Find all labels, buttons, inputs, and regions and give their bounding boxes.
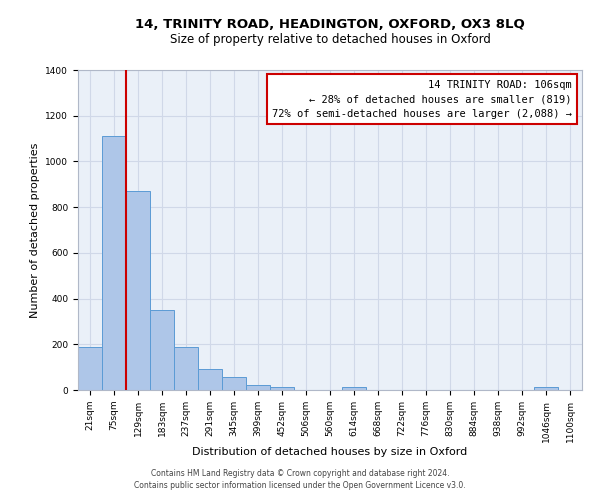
X-axis label: Distribution of detached houses by size in Oxford: Distribution of detached houses by size … <box>193 448 467 458</box>
Text: 14, TRINITY ROAD, HEADINGTON, OXFORD, OX3 8LQ: 14, TRINITY ROAD, HEADINGTON, OXFORD, OX… <box>135 18 525 30</box>
Bar <box>534 388 558 390</box>
Text: Contains public sector information licensed under the Open Government Licence v3: Contains public sector information licen… <box>134 481 466 490</box>
Bar <box>222 378 246 390</box>
Bar <box>198 370 222 390</box>
Bar <box>270 387 294 390</box>
Bar <box>102 136 126 390</box>
Y-axis label: Number of detached properties: Number of detached properties <box>30 142 40 318</box>
Bar <box>78 346 102 390</box>
Text: 14 TRINITY ROAD: 106sqm
← 28% of detached houses are smaller (819)
72% of semi-d: 14 TRINITY ROAD: 106sqm ← 28% of detache… <box>272 80 572 119</box>
Bar <box>342 388 366 390</box>
Text: Size of property relative to detached houses in Oxford: Size of property relative to detached ho… <box>170 32 490 46</box>
Bar <box>174 346 198 390</box>
Bar <box>150 310 174 390</box>
Bar <box>246 386 270 390</box>
Bar <box>126 191 150 390</box>
Text: Contains HM Land Registry data © Crown copyright and database right 2024.: Contains HM Land Registry data © Crown c… <box>151 468 449 477</box>
